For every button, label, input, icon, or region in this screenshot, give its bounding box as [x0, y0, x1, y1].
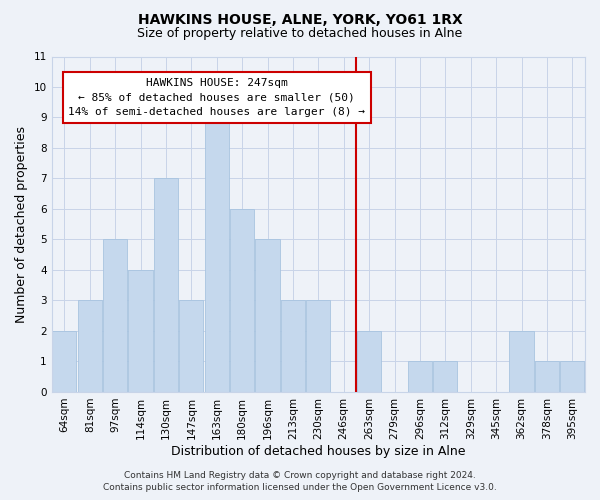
- Bar: [256, 240, 280, 392]
- Y-axis label: Number of detached properties: Number of detached properties: [15, 126, 28, 322]
- Bar: [128, 270, 152, 392]
- Bar: [205, 118, 229, 392]
- Bar: [103, 240, 127, 392]
- Text: HAWKINS HOUSE: 247sqm
← 85% of detached houses are smaller (50)
14% of semi-deta: HAWKINS HOUSE: 247sqm ← 85% of detached …: [68, 78, 365, 118]
- Bar: [509, 331, 533, 392]
- Text: Size of property relative to detached houses in Alne: Size of property relative to detached ho…: [137, 28, 463, 40]
- Bar: [560, 362, 584, 392]
- Bar: [52, 331, 76, 392]
- Bar: [433, 362, 457, 392]
- Bar: [357, 331, 381, 392]
- Bar: [77, 300, 102, 392]
- Text: HAWKINS HOUSE, ALNE, YORK, YO61 1RX: HAWKINS HOUSE, ALNE, YORK, YO61 1RX: [137, 12, 463, 26]
- Bar: [154, 178, 178, 392]
- Bar: [230, 209, 254, 392]
- Bar: [535, 362, 559, 392]
- Bar: [281, 300, 305, 392]
- Bar: [306, 300, 331, 392]
- X-axis label: Distribution of detached houses by size in Alne: Distribution of detached houses by size …: [171, 444, 466, 458]
- Bar: [179, 300, 203, 392]
- Text: Contains HM Land Registry data © Crown copyright and database right 2024.
Contai: Contains HM Land Registry data © Crown c…: [103, 471, 497, 492]
- Bar: [408, 362, 432, 392]
